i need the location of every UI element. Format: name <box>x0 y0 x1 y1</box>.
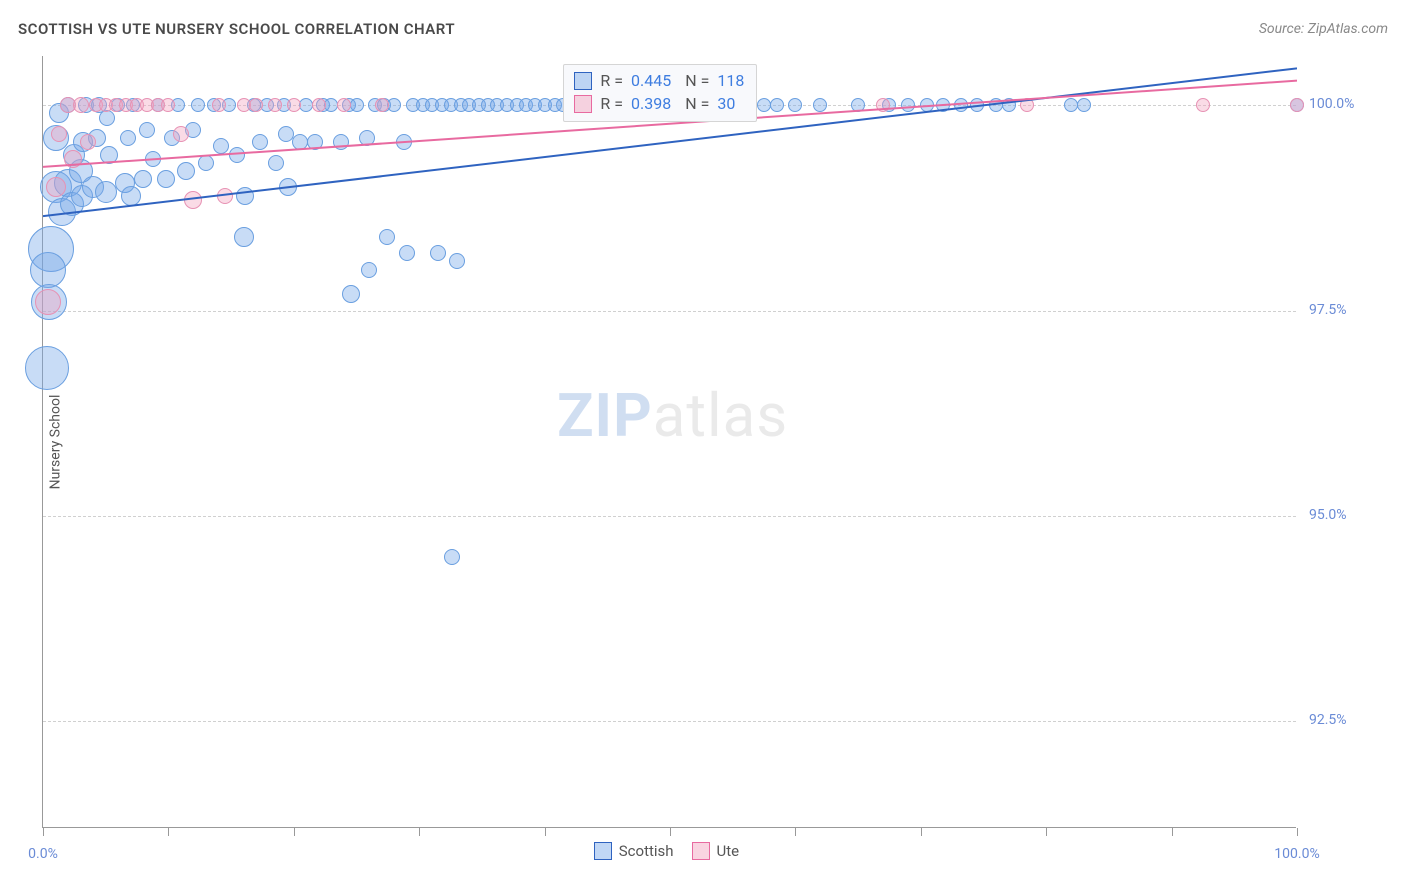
data-point <box>954 98 968 112</box>
data-point <box>333 134 349 150</box>
data-point <box>268 98 282 112</box>
data-point <box>213 138 229 154</box>
data-point <box>901 98 915 112</box>
data-point <box>342 285 360 303</box>
data-point <box>287 98 301 112</box>
data-point <box>191 98 205 112</box>
x-tick-label: 0.0% <box>28 846 58 862</box>
data-point <box>139 122 155 138</box>
x-tick <box>1172 828 1173 836</box>
data-point <box>161 98 175 112</box>
data-point <box>198 155 214 171</box>
data-point <box>51 126 67 142</box>
data-point <box>46 177 66 197</box>
data-point <box>970 98 984 112</box>
data-point <box>30 252 66 288</box>
data-point <box>292 134 308 150</box>
data-point <box>350 98 364 112</box>
x-tick <box>795 828 796 836</box>
header: SCOTTISH VS UTE NURSERY SCHOOL CORRELATI… <box>18 20 1388 38</box>
y-tick-label: 97.5% <box>1309 302 1347 318</box>
data-point <box>252 134 268 150</box>
data-point <box>788 98 802 112</box>
x-tick <box>545 828 546 836</box>
data-point <box>95 181 117 203</box>
x-tick <box>670 828 671 836</box>
x-tick <box>1297 828 1298 836</box>
data-point <box>279 178 297 196</box>
data-point <box>337 98 351 112</box>
data-point <box>184 191 202 209</box>
data-point <box>217 188 233 204</box>
data-point <box>100 146 118 164</box>
x-tick <box>419 828 420 836</box>
data-point <box>399 245 415 261</box>
watermark: ZIPatlas <box>557 380 788 451</box>
data-point <box>1077 98 1091 112</box>
data-point <box>268 155 284 171</box>
data-point <box>229 147 245 163</box>
regression-lines <box>43 56 1297 828</box>
data-point <box>770 98 784 112</box>
data-point <box>876 98 890 112</box>
data-point <box>307 134 323 150</box>
chart-plot-area: 92.5%95.0%97.5%100.0%0.0%100.0%ZIPatlasR… <box>42 56 1296 828</box>
x-tick-label: 100.0% <box>1274 846 1319 862</box>
data-point <box>851 98 865 112</box>
data-point <box>430 245 446 261</box>
data-point <box>387 98 401 112</box>
data-point <box>177 162 195 180</box>
stats-row: R =0.398N =30 <box>574 92 744 115</box>
y-axis-title: Nursery School <box>47 395 63 490</box>
data-point <box>379 229 395 245</box>
data-point <box>361 262 377 278</box>
chart-title: SCOTTISH VS UTE NURSERY SCHOOL CORRELATI… <box>18 20 455 38</box>
data-point <box>359 130 375 146</box>
y-tick-label: 95.0% <box>1309 507 1347 523</box>
data-point <box>25 346 69 390</box>
data-point <box>1290 98 1304 112</box>
gridline <box>43 311 1296 312</box>
x-tick <box>168 828 169 836</box>
stats-row: R =0.445N =118 <box>574 69 744 92</box>
data-point <box>157 170 175 188</box>
data-point <box>80 134 96 150</box>
y-tick-label: 100.0% <box>1309 96 1354 112</box>
gridline <box>43 721 1296 722</box>
data-point <box>312 98 326 112</box>
data-point <box>212 98 226 112</box>
data-point <box>134 170 152 188</box>
data-point <box>236 187 254 205</box>
data-point <box>375 98 389 112</box>
data-point <box>173 126 189 142</box>
data-point <box>1002 98 1016 112</box>
stats-box: R =0.445N =118R =0.398N =30 <box>563 64 757 122</box>
data-point <box>35 289 61 315</box>
legend: Scottish Ute <box>594 842 739 860</box>
x-tick <box>43 828 44 836</box>
legend-item: Scottish <box>594 842 674 860</box>
source-label: Source: ZipAtlas.com <box>1259 21 1388 37</box>
x-tick <box>921 828 922 836</box>
data-point <box>73 97 89 113</box>
data-point <box>444 549 460 565</box>
legend-item: Ute <box>692 842 740 860</box>
data-point <box>449 253 465 269</box>
data-point <box>920 98 934 112</box>
data-point <box>121 186 141 206</box>
gridline <box>43 516 1296 517</box>
data-point <box>396 134 412 150</box>
data-point <box>249 98 263 112</box>
data-point <box>1020 98 1034 112</box>
data-point <box>120 130 136 146</box>
data-point <box>145 151 161 167</box>
data-point <box>813 98 827 112</box>
data-point <box>234 227 254 247</box>
data-point <box>64 150 82 168</box>
x-tick <box>294 828 295 836</box>
data-point <box>1196 98 1210 112</box>
data-point <box>936 98 950 112</box>
y-tick-label: 92.5% <box>1309 712 1347 728</box>
x-tick <box>1046 828 1047 836</box>
